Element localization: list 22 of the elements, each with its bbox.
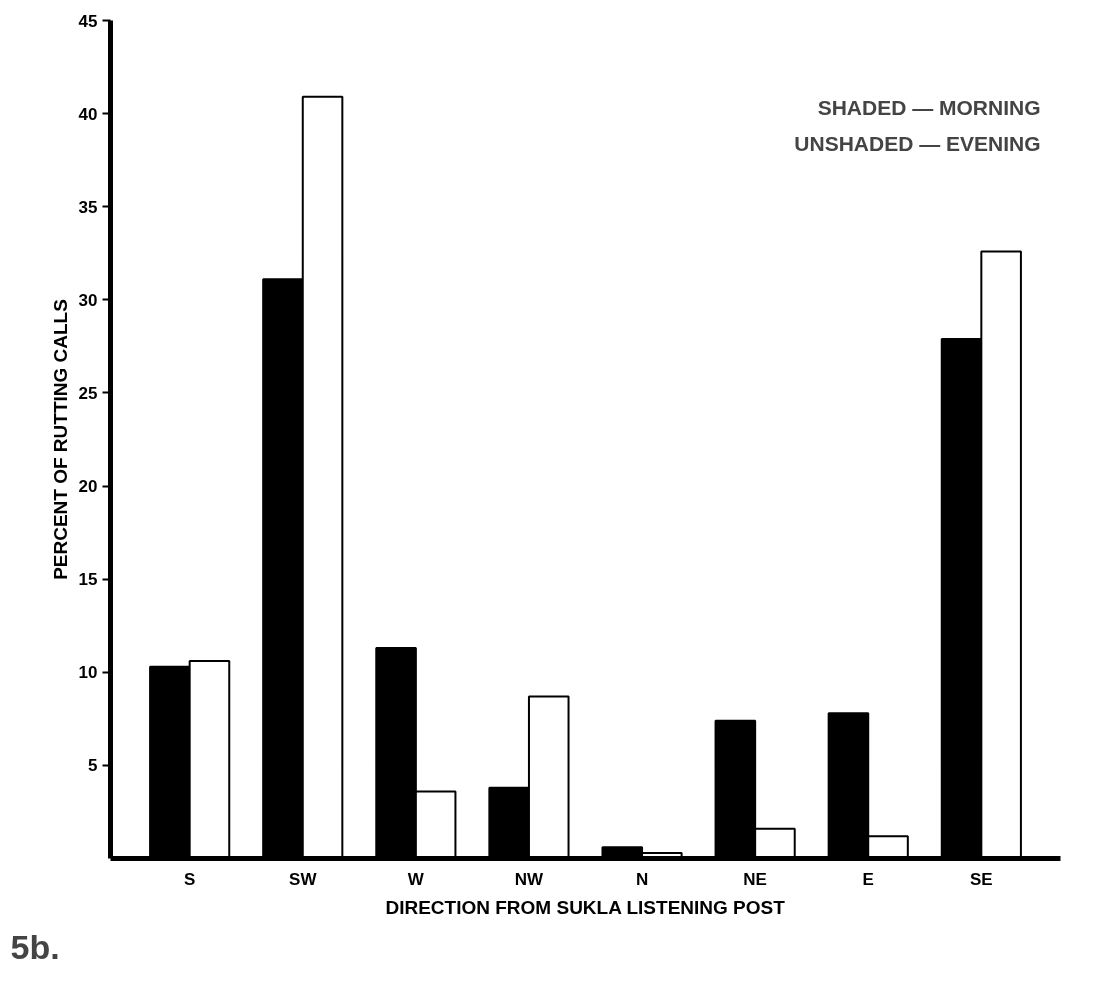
x-tick-label: SW xyxy=(289,869,318,889)
x-tick-label: NW xyxy=(514,869,545,889)
y-tick-label: 20 xyxy=(78,477,98,497)
x-axis-title: DIRECTION FROM SUKLA LISTENING POST xyxy=(385,896,786,918)
y-tick-label: 5 xyxy=(88,756,98,776)
x-tick-label: S xyxy=(184,869,196,889)
y-tick-label: 10 xyxy=(78,663,98,683)
x-tick-label: NE xyxy=(743,869,767,889)
y-tick-label: 15 xyxy=(78,570,98,590)
text: 5b. xyxy=(10,927,60,966)
y-tick-label: 45 xyxy=(78,11,98,31)
annotation: SHADED — MORNING xyxy=(817,95,1041,119)
y-tick-label: 30 xyxy=(78,290,98,310)
annotation: UNSHADED — EVENING xyxy=(794,131,1041,155)
y-axis-title: PERCENT OF RUTTING CALLS xyxy=(49,299,71,580)
y-tick-label: 40 xyxy=(78,104,98,124)
y-tick-label: 35 xyxy=(78,197,98,217)
y-tick-label: 25 xyxy=(78,383,98,403)
x-tick-label: SE xyxy=(969,869,993,889)
x-tick-label: W xyxy=(407,869,425,889)
x-tick-label: E xyxy=(862,869,874,889)
x-tick-label: N xyxy=(635,869,649,889)
